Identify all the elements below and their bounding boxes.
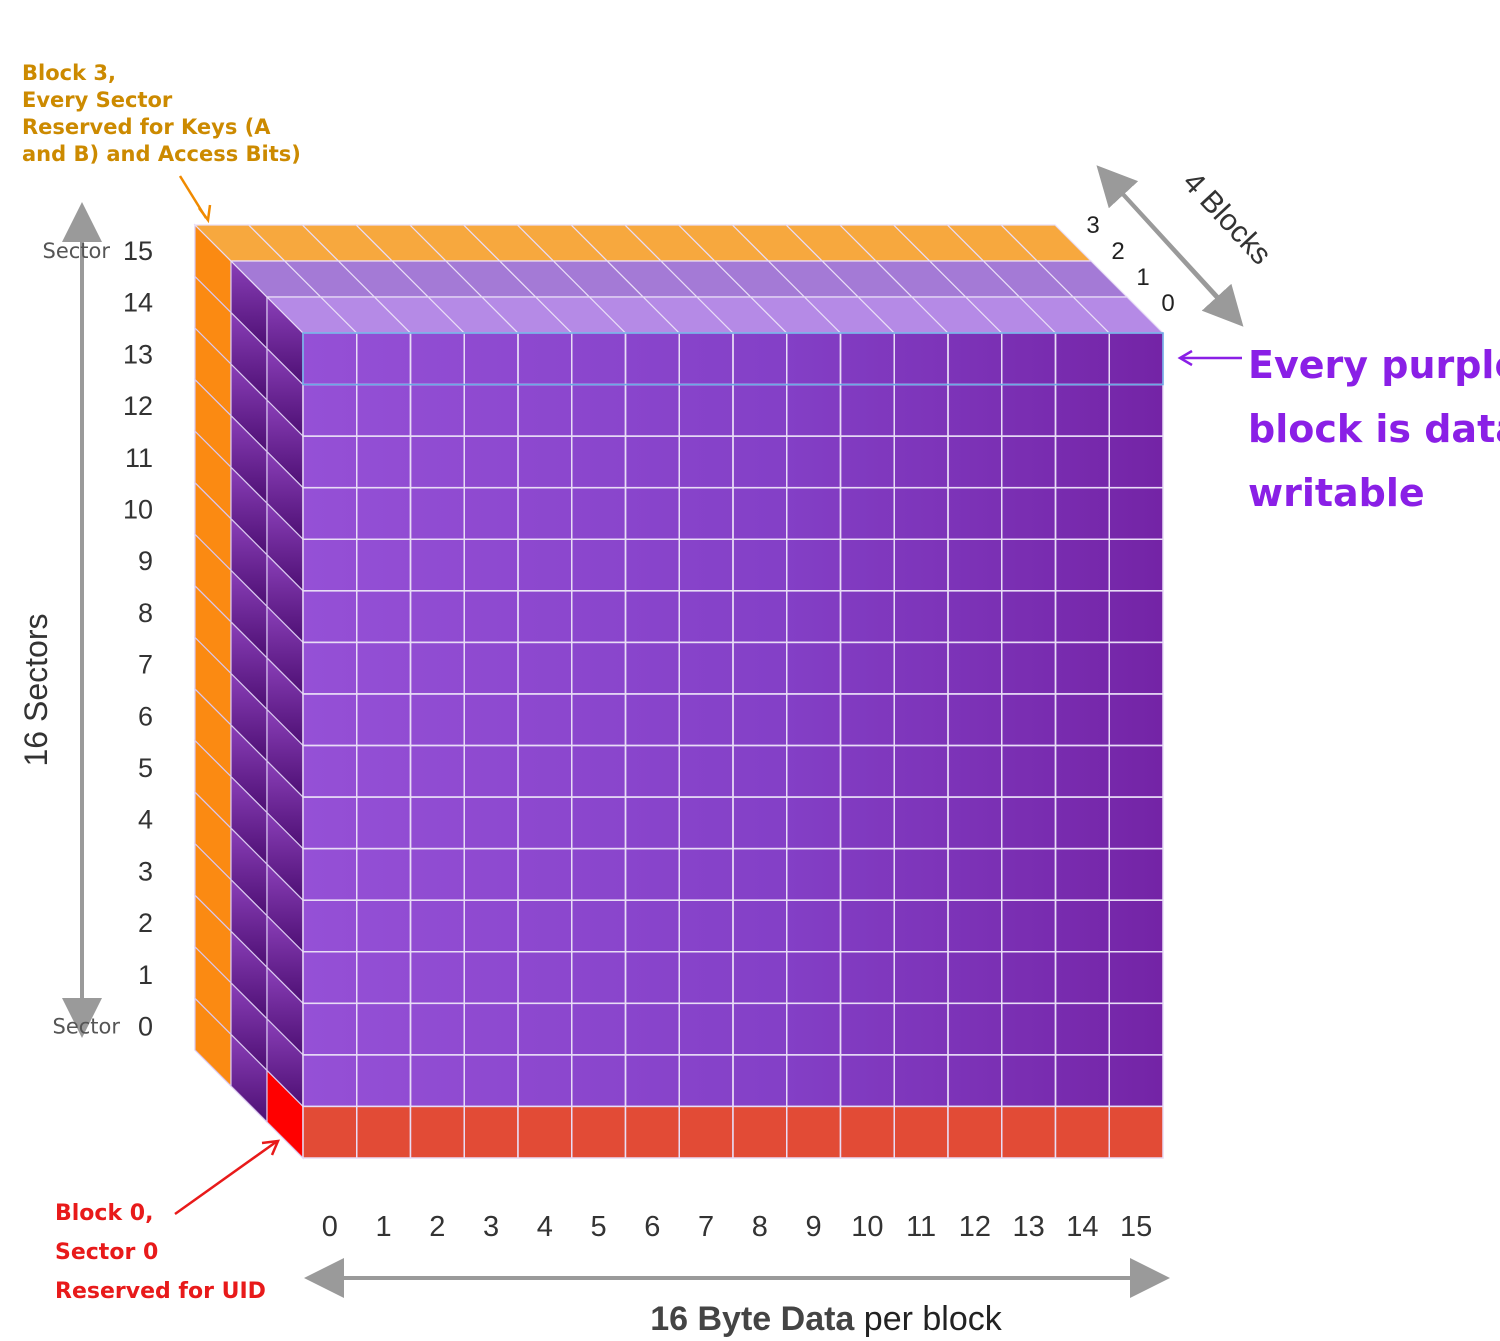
block0-line-2: Sector 0 [55, 1240, 158, 1265]
block3-line-3: Reserved for Keys (A [22, 115, 271, 139]
uid-byte-cell [893, 1105, 949, 1159]
purple-line-2: block is data [1248, 407, 1500, 451]
sector-label: 12 [123, 391, 153, 421]
byte-label: 13 [1012, 1211, 1044, 1243]
sector-label: 11 [125, 443, 153, 473]
block-label: 1 [1136, 264, 1149, 291]
sector-label: 1 [138, 960, 153, 990]
uid-byte-cell [947, 1105, 1003, 1159]
byte-label: 12 [959, 1211, 991, 1243]
block-label: 2 [1111, 238, 1124, 265]
byte-label: 0 [322, 1211, 338, 1243]
sector-label: 15 [123, 236, 153, 266]
uid-byte-cell [1108, 1105, 1164, 1159]
uid-byte-cell [517, 1105, 573, 1159]
block3-line-2: Every Sector [22, 88, 173, 112]
byte-label: 3 [483, 1211, 499, 1243]
block3-line-4: and B) and Access Bits) [22, 142, 301, 166]
sector-label: 4 [138, 805, 153, 835]
purple-line-3: writable [1248, 471, 1425, 515]
sector-label: 9 [138, 546, 153, 576]
uid-byte-cell [571, 1105, 627, 1159]
sector-label: 7 [138, 650, 153, 680]
byte-label: 15 [1120, 1211, 1152, 1243]
block3-line-1: Block 3, [22, 61, 116, 85]
sector-label: 10 [123, 495, 153, 525]
uid-byte-cell [678, 1105, 734, 1159]
cube-side-face [194, 223, 304, 1160]
byte-label: 9 [806, 1211, 822, 1243]
uid-byte-cell [786, 1105, 842, 1159]
sector-label: 0 [138, 1012, 153, 1042]
byte-label: 4 [537, 1211, 553, 1243]
byte-label: 6 [644, 1211, 660, 1243]
uid-byte-cell [1054, 1105, 1110, 1159]
byte-label: 1 [376, 1211, 392, 1243]
sector-prefix-label: Sector [52, 1015, 120, 1039]
sector-label: 2 [138, 908, 153, 938]
blocks-axis-arrow-end [1108, 178, 1244, 327]
byte-label: 8 [752, 1211, 768, 1243]
blocks-axis-title: 4 Blocks [1176, 166, 1277, 271]
sector-label: 8 [138, 598, 153, 628]
byte-label: 10 [851, 1211, 883, 1243]
byte-label: 2 [429, 1211, 445, 1243]
uid-byte-cell [624, 1105, 680, 1159]
uid-byte-cell [409, 1105, 465, 1159]
cube-top-face [193, 224, 1165, 334]
bytes-axis-title: 16 Byte Data per block [650, 1300, 1003, 1338]
block0-pointer-arrow [174, 1140, 277, 1216]
bytes-axis-title-bold: 16 Byte Data [650, 1300, 855, 1338]
block0-pointer-head [261, 1139, 281, 1156]
block3-pointer-head [198, 204, 212, 224]
sector-label: 6 [138, 701, 153, 731]
block3-annotation: Block 3, Every Sector Reserved for Keys … [22, 61, 301, 166]
sector-label: 3 [138, 856, 153, 886]
block-label: 0 [1161, 290, 1174, 317]
sector-label: 13 [123, 339, 153, 369]
sector-label: 14 [123, 288, 153, 318]
uid-byte-cell [302, 1105, 358, 1159]
bytes-axis-title-rest: per block [854, 1300, 1002, 1338]
byte-label: 5 [591, 1211, 607, 1243]
block0-annotation: Block 0, Sector 0 Reserved for UID [55, 1201, 266, 1304]
block-label: 3 [1086, 212, 1099, 239]
byte-label: 11 [906, 1211, 936, 1243]
block0-line-1: Block 0, [55, 1201, 153, 1226]
sector-label: 5 [138, 753, 153, 783]
byte-label: 7 [698, 1211, 714, 1243]
purple-pointer-head [1177, 349, 1193, 367]
uid-byte-cell [839, 1105, 895, 1159]
byte-label-group: 0 1 2 3 4 5 6 7 8 9 10 11 12 13 14 15 [322, 1211, 1152, 1243]
purple-line-1: Every purple [1248, 343, 1500, 387]
purple-annotation: Every purple block is data writable [1248, 343, 1500, 515]
uid-byte-cell [732, 1105, 788, 1159]
top-row-outline [302, 332, 1164, 386]
uid-byte-cell [356, 1105, 412, 1159]
uid-byte-cell [1001, 1105, 1057, 1159]
uid-byte-cell [463, 1105, 519, 1159]
byte-label: 14 [1066, 1211, 1098, 1243]
cube-front-face [302, 332, 1164, 1159]
sector-prefix-label: Sector [42, 239, 110, 263]
block0-line-3: Reserved for UID [55, 1279, 266, 1304]
sectors-axis-title: 16 Sectors [18, 614, 54, 767]
